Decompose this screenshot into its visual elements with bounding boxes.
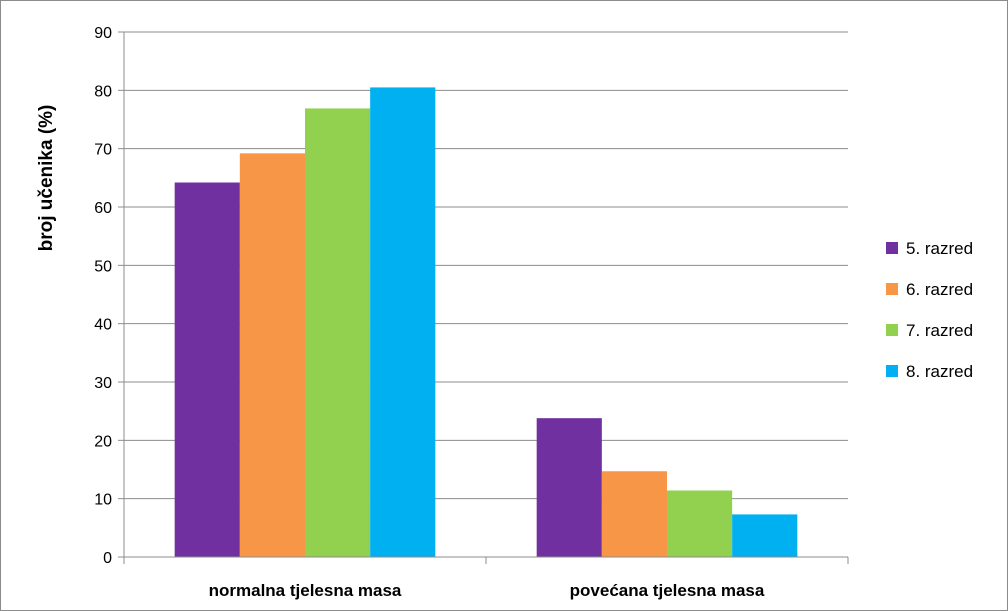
y-tick-label: 60 [94,200,112,217]
y-tick-label: 50 [94,258,112,275]
legend: 5. razred 6. razred 7. razred 8. razred [886,239,973,381]
y-axis-title: broj učenika (%) [36,105,57,252]
y-tick-label: 90 [94,25,112,42]
bar [536,418,602,557]
legend-swatch [886,283,898,295]
x-category-label: normalna tjelesna masa [209,581,402,600]
y-tick-label: 10 [94,492,112,509]
legend-label: 6. razred [906,280,973,299]
axes [118,31,849,564]
bar [239,153,305,558]
legend-swatch [886,324,898,336]
bars [174,87,798,558]
legend-swatch [886,242,898,254]
y-tick-label: 80 [94,83,112,100]
y-tick-label: 30 [94,375,112,392]
legend-label: 7. razred [906,321,973,340]
bar [174,182,240,557]
y-tick-label: 40 [94,317,112,334]
axis-labels: 0 10 20 30 40 50 60 70 80 90 normalna tjelesna mas… [94,25,765,600]
bar [667,490,733,557]
x-category-label: povećana tjelesna masa [570,581,765,600]
bar [305,108,371,558]
bar [601,471,667,557]
legend-swatch [886,365,898,377]
bar [370,87,436,558]
y-tick-label: 20 [94,433,112,450]
bar [732,514,798,557]
y-tick-label: 70 [94,142,112,159]
legend-label: 5. razred [906,239,973,258]
y-tick-label: 0 [103,550,112,567]
legend-label: 8. razred [906,362,973,381]
